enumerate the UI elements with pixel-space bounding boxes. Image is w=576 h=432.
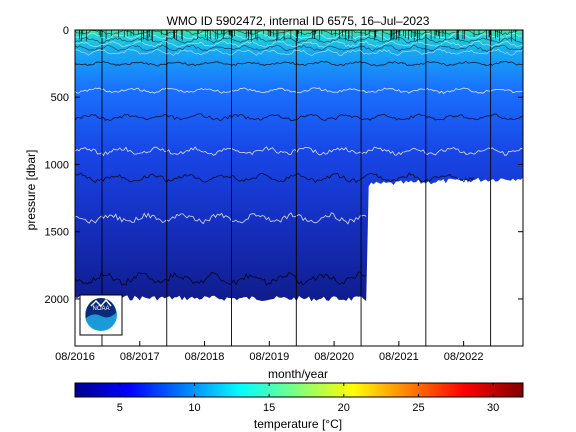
colorbar-tick-label: 5 (117, 402, 123, 414)
x-tick-label: 08/2016 (55, 351, 95, 363)
colorbar-tick-label: 25 (412, 402, 424, 414)
y-axis-label: pressure [dbar] (24, 150, 38, 231)
x-tick-label: 08/2018 (185, 351, 225, 363)
profile-markers (101, 30, 492, 346)
y-tick-label: 0 (63, 25, 69, 37)
x-tick-label: 08/2020 (314, 351, 354, 363)
y-tick-label: 1000 (45, 159, 69, 171)
colorbar-tick-label: 15 (263, 402, 275, 414)
noaa-logo: NOAA (79, 294, 123, 336)
surface-contour (75, 44, 523, 52)
isotherm-contours (75, 60, 523, 286)
isotherm-10 (75, 87, 523, 95)
isotherm-4 (75, 212, 367, 225)
x-tick-label: 08/2021 (379, 351, 419, 363)
temperature-field (75, 30, 523, 302)
heatmap-layer (75, 30, 523, 346)
surface-contour (75, 36, 523, 44)
y-tick-label: 1500 (45, 227, 69, 239)
x-axis: 08/2016 08/2017 08/2018 08/2019 08/2020 08/20… (55, 341, 484, 363)
x-tick-label: 08/2019 (249, 351, 289, 363)
isotherm-6 (75, 146, 523, 157)
isotherm-8 (75, 113, 523, 122)
plot-frame (74, 29, 524, 347)
isotherm-3 (75, 270, 367, 286)
colorbar-tick-label: 20 (338, 402, 350, 414)
y-axis: 0 500 1000 1500 2000 (45, 25, 523, 306)
isotherm-5 (75, 172, 475, 184)
x-tick-label: 08/2022 (444, 351, 484, 363)
y-tick-label: 500 (51, 92, 69, 104)
colorbar-tick-label: 30 (487, 402, 499, 414)
x-axis-label: month/year (268, 367, 328, 381)
surface-contour (75, 48, 523, 56)
x-tick-label: 08/2017 (120, 351, 160, 363)
y-tick-label: 2000 (45, 294, 69, 306)
isotherm-12 (75, 60, 523, 67)
surface-layer (75, 30, 523, 56)
colorbar-label: temperature [°C] (254, 417, 342, 431)
colorbar-tick-label: 10 (188, 402, 200, 414)
surface-contour (75, 40, 523, 48)
svg-text:NOAA: NOAA (92, 306, 109, 312)
colorbar-ticks: 5 10 15 20 25 30 (117, 383, 499, 414)
colorbar (74, 382, 524, 398)
chart-title: WMO ID 5902472, internal ID 6575, 16–Jul… (167, 14, 430, 28)
